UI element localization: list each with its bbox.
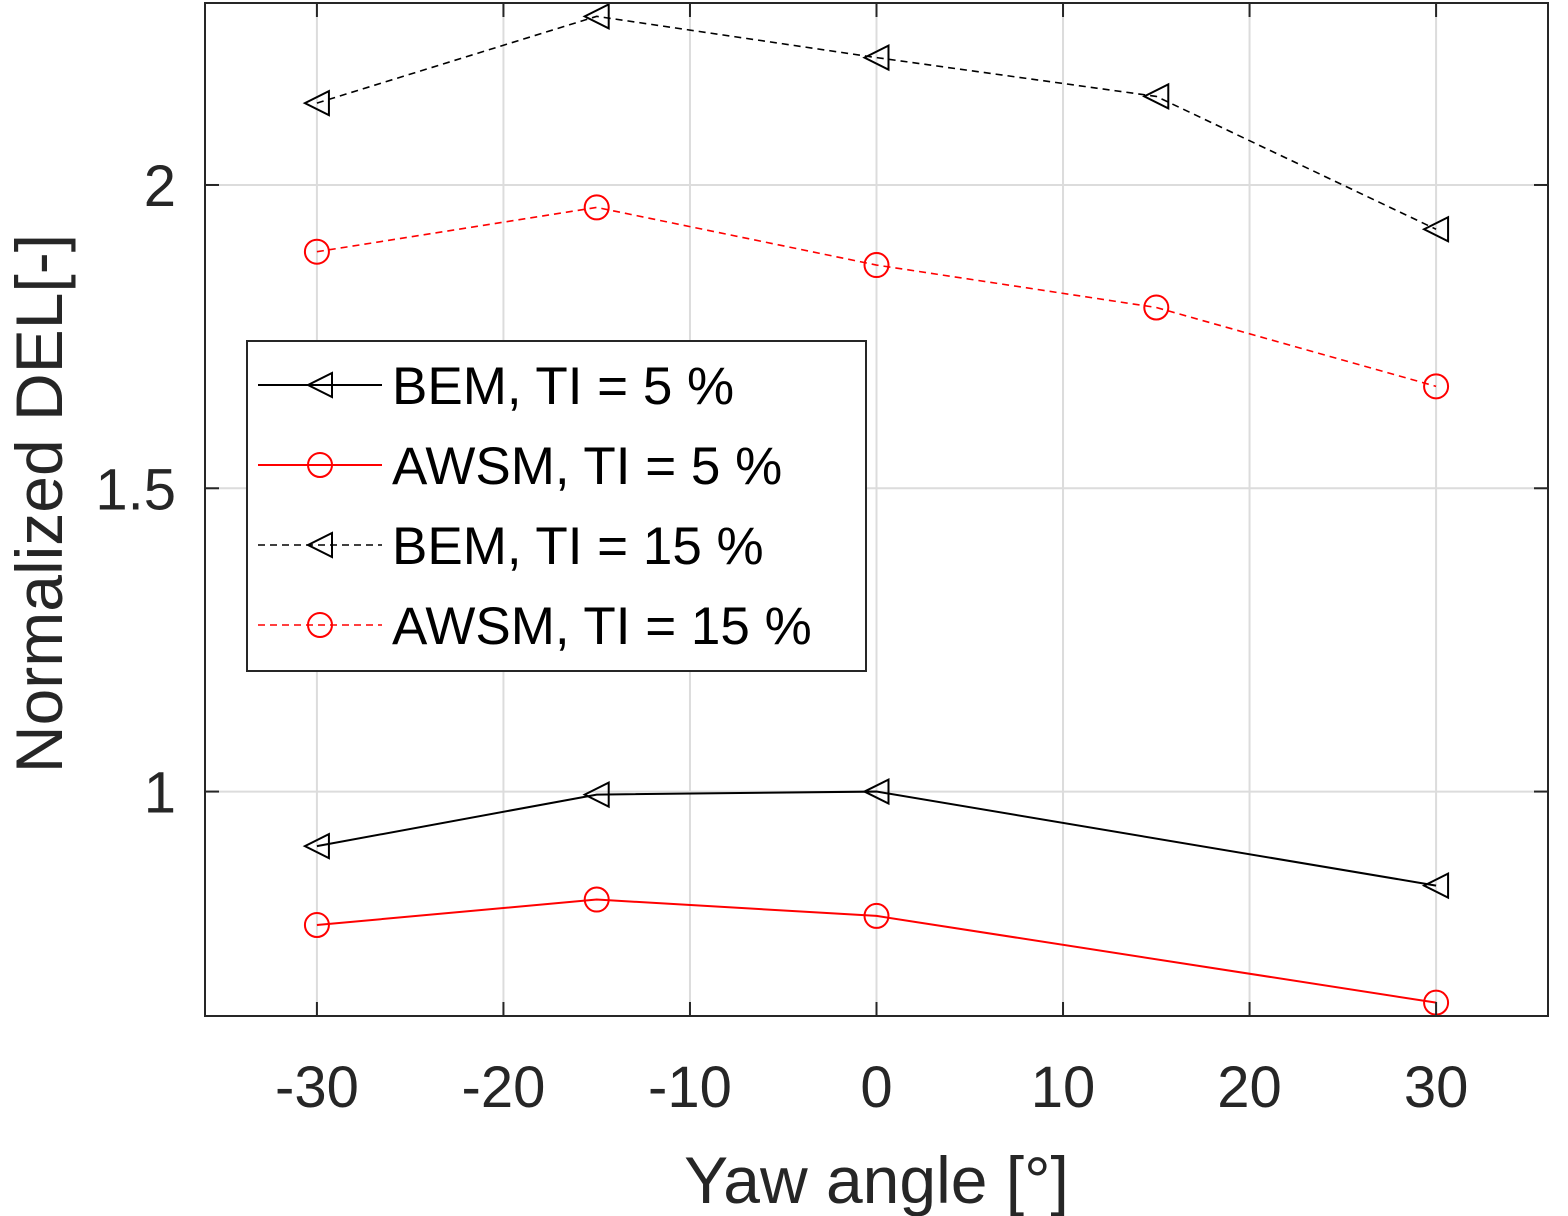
legend-label: BEM, TI = 5 % (392, 357, 734, 416)
data-point-marker (863, 902, 890, 929)
data-point-marker (862, 777, 890, 806)
data-point-marker (583, 886, 610, 913)
data-point-marker (1423, 373, 1450, 400)
y-axis-label: Normalized DEL[-] (2, 234, 76, 773)
legend-marker (307, 452, 333, 478)
legend-label: BEM, TI = 15 % (392, 517, 764, 576)
legend-marker (305, 371, 333, 399)
legend-marker (305, 531, 333, 559)
x-tick-labels: -30 -20 -10 0 10 20 30 (275, 1055, 1468, 1120)
legend-box (246, 340, 867, 672)
legend-label: AWSM, TI = 5 % (392, 437, 782, 496)
data-point-marker (1143, 294, 1170, 321)
data-point-marker (582, 780, 610, 809)
series-line-1 (316, 898, 1437, 1004)
x-tick-label: 30 (1404, 1055, 1469, 1120)
legend-marker (307, 612, 333, 638)
legend: BEM, TI = 5 % AWSM, TI = 5 % BEM, TI = 15 … (246, 340, 867, 672)
series-lines (316, 15, 1437, 1004)
x-tick-label: 0 (860, 1055, 892, 1120)
x-tick-label: -20 (462, 1055, 546, 1120)
grid-lines (205, 3, 1548, 1016)
x-tick-label: 20 (1217, 1055, 1282, 1120)
data-point-marker (1142, 82, 1170, 111)
data-point-marker (1421, 215, 1450, 243)
series-line-2 (316, 15, 1437, 230)
data-point-marker (303, 912, 330, 939)
legend-label: AWSM, TI = 15 % (392, 597, 812, 656)
data-point-marker (863, 252, 890, 279)
data-point-marker (302, 832, 330, 860)
data-point-marker (583, 194, 610, 221)
data-point-marker (862, 43, 890, 72)
series-markers (302, 2, 1450, 1016)
x-axis-label: Yaw angle [°] (684, 1143, 1069, 1216)
data-point-marker (303, 238, 330, 265)
series-line-3 (316, 206, 1437, 388)
axis-ticks (205, 3, 1548, 1016)
data-point-marker (1421, 871, 1450, 900)
y-tick-label: 1.5 (95, 457, 176, 522)
y-tick-label: 2 (144, 154, 176, 219)
x-tick-label: -30 (275, 1055, 359, 1120)
y-tick-label: 1 (144, 761, 176, 826)
y-tick-labels: 11.52 (95, 154, 176, 826)
data-point-marker (302, 89, 330, 117)
x-tick-label: 10 (1031, 1055, 1096, 1120)
series-line-0 (316, 790, 1437, 887)
data-point-marker (582, 2, 610, 30)
x-tick-label: -10 (648, 1055, 732, 1120)
